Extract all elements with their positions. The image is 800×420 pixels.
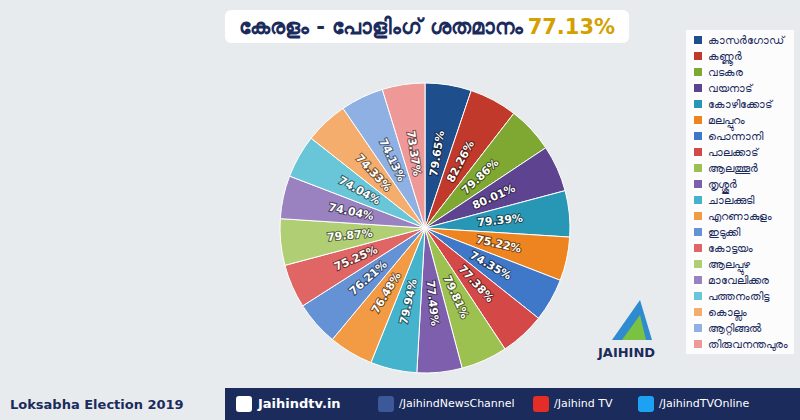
svg-text:കോട്ടയം: കോട്ടയം	[708, 242, 753, 255]
svg-text:പത്തനംതിട്ട: പത്തനംതിട്ട	[708, 290, 770, 303]
svg-text:കണ്ണൂർ: കണ്ണൂർ	[708, 50, 742, 66]
svg-text:74.13%: 74.13%	[376, 137, 408, 184]
svg-text:74.04%: 74.04%	[336, 173, 383, 208]
svg-text:കേരളം - പോളിംഗ് ശതമാനം: കേരളം - പോളിംഗ് ശതമാനം	[239, 15, 524, 39]
svg-text:തൃശ്ശൂർ: തൃശ്ശൂർ	[708, 178, 737, 194]
svg-text:79.86%: 79.86%	[459, 156, 502, 197]
svg-text:76.21%: 76.21%	[346, 257, 390, 298]
svg-text:79.94%: 79.94%	[397, 278, 420, 326]
svg-text:/Jaihind TV: /Jaihind TV	[554, 397, 613, 410]
svg-text:ചാലക്കുടി: ചാലക്കുടി	[708, 194, 755, 207]
svg-text:75.25%: 75.25%	[332, 243, 379, 273]
svg-text:ആലത്തൂർ: ആലത്തൂർ	[708, 162, 758, 175]
svg-text:മാവേലിക്കര: മാവേലിക്കര	[708, 274, 769, 287]
svg-text:ആറ്റിങ്ങൽ: ആറ്റിങ്ങൽ	[708, 322, 762, 336]
svg-text:79.87%: 79.87%	[326, 227, 373, 244]
svg-text:കോഴിക്കോട്: കോഴിക്കോട്	[708, 98, 774, 111]
svg-text:74.04%: 74.04%	[327, 201, 375, 224]
svg-text:വടകര: വടകര	[708, 66, 743, 79]
svg-text:/JaihindNewsChannel: /JaihindNewsChannel	[399, 397, 515, 410]
svg-text:JAIHIND: JAIHIND	[597, 345, 655, 360]
svg-text:ആലപ്പുഴ: ആലപ്പുഴ	[708, 258, 751, 275]
svg-text:82.26%: 82.26%	[444, 138, 478, 185]
svg-text:79.39%: 79.39%	[477, 212, 524, 229]
svg-text:79.81%: 79.81%	[441, 273, 472, 320]
svg-text:73.37%: 73.37%	[404, 130, 424, 177]
svg-text:ഇടുക്കി: ഇടുക്കി	[708, 226, 741, 239]
svg-text:കൊല്ലം: കൊല്ലം	[708, 306, 747, 321]
svg-text:പൊന്നാനി: പൊന്നാനി	[708, 130, 764, 143]
svg-text:74.35%: 74.35%	[467, 248, 514, 283]
svg-text:76.48%: 76.48%	[369, 269, 404, 316]
svg-text:77.13%: 77.13%	[528, 15, 615, 39]
svg-text:പാലക്കാട്: പാലക്കാട്	[708, 146, 760, 159]
svg-text:75.22%: 75.22%	[475, 233, 523, 256]
svg-text:വയനാട്: വയനാട്	[708, 82, 754, 95]
svg-text:Jaihindtv.in: Jaihindtv.in	[257, 396, 341, 411]
svg-text:Loksabha Election 2019: Loksabha Election 2019	[10, 397, 184, 412]
svg-text:77.38%: 77.38%	[455, 262, 497, 305]
svg-text:എറണാകുളം: എറണാകുളം	[708, 210, 772, 223]
svg-text:77.49%: 77.49%	[424, 280, 442, 327]
svg-text:/JaihindTVOnline: /JaihindTVOnline	[659, 397, 749, 410]
svg-text:മലപ്പുറം: മലപ്പുറം	[708, 114, 745, 131]
svg-text:കാസർഗോഡ്: കാസർഗോഡ്	[708, 34, 786, 47]
svg-text:80.01%: 80.01%	[470, 182, 517, 213]
svg-text:74.33%: 74.33%	[353, 151, 394, 194]
svg-text:തിരുവനന്തപുരം: തിരുവനന്തപുരം	[708, 338, 788, 351]
svg-text:79.65%: 79.65%	[427, 130, 447, 177]
